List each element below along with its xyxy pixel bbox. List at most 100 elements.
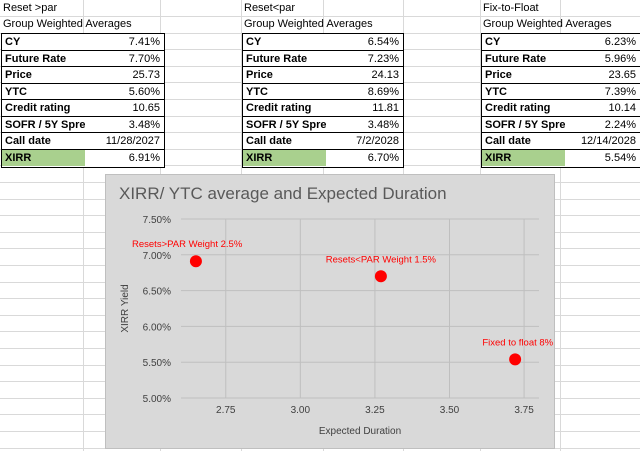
row-label: SOFR / 5Y Spre: [485, 118, 565, 131]
table-row: Call date 12/14/2028: [482, 133, 640, 149]
metrics-table: CY 7.41% Future Rate 7.70% Price 25.73 YTC 5.60…: [1, 33, 165, 168]
row-value: 23.65: [608, 69, 636, 81]
row-value: 6.54%: [367, 36, 399, 48]
row-value: 10.65: [132, 102, 160, 114]
row-label: XIRR: [243, 149, 326, 166]
metrics-table: CY 6.54% Future Rate 7.23% Price 24.13 YTC 8.69…: [242, 33, 404, 168]
y-tick-label: 7.50%: [143, 215, 171, 226]
table-row: Credit rating 10.14: [482, 100, 640, 116]
row-value: 7.41%: [128, 36, 160, 48]
table-row: Credit rating 11.81: [243, 100, 403, 116]
row-label: Price: [485, 69, 512, 81]
section-title: Reset >par: [3, 2, 58, 14]
row-value: 3.48%: [367, 118, 399, 131]
row-value: 11.81: [372, 102, 399, 114]
row-label: Future Rate: [5, 52, 67, 65]
x-tick-label: 2.75: [216, 405, 236, 416]
table-row: CY 7.41%: [2, 34, 164, 50]
row-value: 5.60%: [128, 85, 160, 98]
row-label: Future Rate: [485, 52, 547, 65]
row-label: SOFR / 5Y Spre: [5, 118, 85, 131]
data-point: [374, 270, 387, 283]
row-value: 2.24%: [604, 118, 636, 131]
x-tick-label: 3.00: [291, 405, 311, 416]
section-title: Reset<par: [244, 2, 296, 14]
x-axis-label: Expected Duration: [319, 426, 401, 437]
row-label: YTC: [5, 85, 27, 98]
table-row: SOFR / 5Y Spre 3.48%: [2, 117, 164, 133]
row-label: XIRR: [2, 149, 85, 166]
table-row: Price 23.65: [482, 67, 640, 83]
table-row: YTC 7.39%: [482, 84, 640, 100]
row-label: Price: [5, 69, 32, 81]
row-value: 6.23%: [604, 36, 636, 48]
section-subtitle: Group Weighted Averages: [3, 18, 132, 30]
table-row: Call date 11/28/2027: [2, 133, 164, 149]
row-label: Call date: [5, 135, 51, 147]
section-subtitle: Group Weighted Averages: [244, 18, 373, 30]
row-value: 7.23%: [367, 52, 399, 65]
row-value: 11/28/2027: [105, 135, 160, 147]
row-value: 8.69%: [367, 85, 399, 98]
y-tick-label: 6.00%: [143, 322, 171, 333]
table-row: YTC 5.60%: [2, 84, 164, 100]
y-tick-label: 6.50%: [143, 287, 171, 298]
row-label: YTC: [246, 85, 268, 98]
table-row: Credit rating 10.65: [2, 100, 164, 116]
row-value: 10.14: [608, 102, 636, 114]
section-subtitle: Group Weighted Averages: [483, 18, 612, 30]
data-label: Fixed to float 8%: [482, 337, 553, 348]
table-row: Price 25.73: [2, 67, 164, 83]
y-tick-label: 5.00%: [143, 394, 171, 405]
y-tick-label: 5.50%: [143, 358, 171, 369]
table-row: CY 6.23%: [482, 34, 640, 50]
row-label: SOFR / 5Y Spre: [246, 118, 326, 131]
y-axis-label: XIRR Yield: [120, 284, 131, 332]
chart-plot: 5.00% 5.50% 6.00% 6.50% 7.00% 7.50% 2.75 3.00 3.…: [120, 215, 554, 437]
scatter-chart[interactable]: XIRR/ YTC average and Expected Duration …: [105, 174, 555, 449]
row-label: CY: [485, 36, 501, 48]
row-value: 6.91%: [128, 151, 160, 164]
data-label: Resets>PAR Weight 2.5%: [132, 239, 243, 250]
row-label: CY: [5, 36, 21, 48]
row-label: CY: [246, 36, 262, 48]
row-value: 7.70%: [128, 52, 160, 65]
row-label: YTC: [485, 85, 507, 98]
x-tick-label: 3.75: [514, 405, 534, 416]
row-label: Credit rating: [5, 102, 71, 114]
row-value: 3.48%: [128, 118, 160, 131]
table-row: Future Rate 7.70%: [2, 51, 164, 67]
data-point: [509, 353, 522, 366]
table-row: Price 24.13: [243, 67, 403, 83]
chart-title: XIRR/ YTC average and Expected Duration: [119, 184, 447, 203]
row-value: 7.39%: [604, 85, 636, 98]
table-row: XIRR 5.54%: [482, 149, 640, 166]
x-tick-label: 3.25: [365, 405, 385, 416]
row-value: 7/2/2028: [356, 135, 399, 147]
section-title: Fix-to-Float: [483, 2, 539, 14]
table-row: SOFR / 5Y Spre 2.24%: [482, 117, 640, 133]
table-row: CY 6.54%: [243, 34, 403, 50]
row-value: 24.13: [371, 69, 399, 81]
row-value: 12/14/2028: [580, 135, 636, 147]
row-label: Future Rate: [246, 52, 308, 65]
metrics-table: CY 6.23% Future Rate 5.96% Price 23.65 YTC 7.39…: [481, 33, 640, 168]
row-label: Call date: [485, 135, 531, 147]
table-row: XIRR 6.91%: [2, 149, 164, 166]
table-row: Future Rate 7.23%: [243, 51, 403, 67]
row-value: 6.70%: [367, 151, 399, 164]
row-label: Credit rating: [485, 102, 551, 114]
row-label: XIRR: [482, 149, 565, 166]
y-tick-label: 7.00%: [143, 251, 171, 262]
x-tick-label: 3.50: [440, 405, 460, 416]
row-label: Call date: [246, 135, 292, 147]
table-row: Future Rate 5.96%: [482, 51, 640, 67]
data-point: [189, 255, 202, 268]
table-row: SOFR / 5Y Spre 3.48%: [243, 117, 403, 133]
data-label: Resets<PAR Weight 1.5%: [326, 254, 437, 265]
row-label: Price: [246, 69, 273, 81]
row-label: Credit rating: [246, 102, 312, 114]
row-value: 5.96%: [604, 52, 636, 65]
table-row: Call date 7/2/2028: [243, 133, 403, 149]
row-value: 25.73: [132, 69, 160, 81]
